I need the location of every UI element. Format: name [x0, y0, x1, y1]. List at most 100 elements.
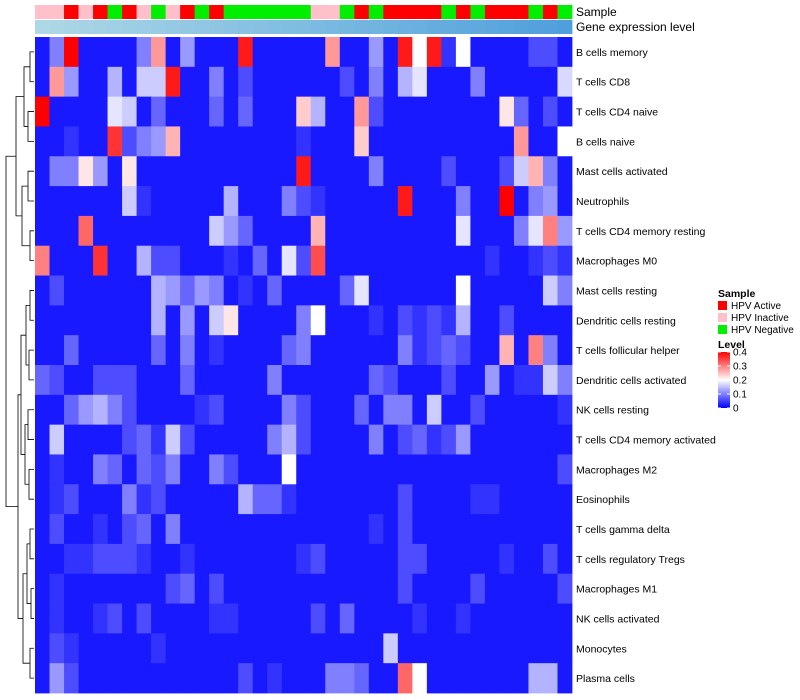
heatmap-cell [426, 305, 442, 336]
heatmap-cell [441, 66, 457, 98]
heatmap-cell [557, 335, 573, 366]
row-label: T cells CD8 [576, 77, 630, 89]
heatmap-cell [296, 335, 312, 366]
heatmap-cell [426, 663, 442, 694]
heatmap-cell [93, 484, 108, 515]
heatmap-cell [93, 663, 108, 694]
heatmap-cell [151, 633, 167, 664]
heatmap-cell [296, 365, 312, 396]
heatmap-cell [499, 156, 515, 187]
heatmap-cell [180, 484, 196, 515]
heatmap-cell [209, 66, 225, 98]
heatmap-cell [136, 543, 152, 575]
heatmap-cell [180, 543, 196, 575]
heatmap-cell [528, 37, 544, 68]
level-colorbar-legend: Level 0 0.1 0.2 0.3 0.4 [718, 339, 747, 415]
heatmap-cell [281, 424, 297, 455]
heatmap-cell [310, 365, 326, 396]
heatmap-cell [209, 514, 225, 545]
heatmap-cell [339, 633, 355, 664]
heatmap-cell [455, 37, 471, 68]
heatmap-cell [223, 394, 239, 426]
heatmap-cell [35, 514, 50, 545]
heatmap-cell [325, 305, 341, 336]
heatmap-cell [513, 424, 529, 455]
heatmap-cell [107, 96, 123, 127]
heatmap-cell [397, 424, 413, 455]
heatmap-cell [165, 305, 181, 336]
heatmap-cell [383, 156, 399, 187]
heatmap-cell [325, 96, 341, 127]
heatmap-cell [238, 126, 254, 157]
heatmap-cell [64, 663, 79, 694]
heatmap-cell [470, 305, 486, 336]
heatmap-cell [136, 126, 152, 157]
heatmap-cell [325, 275, 341, 306]
legend-swatch-hpv-active [718, 301, 727, 310]
heatmap-cell [528, 186, 544, 217]
gene-expression-annotation-cell [281, 20, 297, 34]
heatmap-cell [78, 215, 94, 247]
heatmap-cell [325, 66, 341, 98]
sample-annotation-cell [354, 5, 370, 19]
sample-annotation-cell [49, 5, 65, 19]
heatmap-cell [165, 603, 181, 634]
heatmap-cell [368, 633, 384, 664]
heatmap-cell [397, 275, 413, 306]
row-label: Dendritic cells activated [576, 375, 686, 387]
heatmap-cell [412, 573, 428, 604]
heatmap-cell [441, 543, 457, 575]
heatmap-cell [368, 454, 384, 485]
heatmap-cell [165, 37, 181, 68]
heatmap-cell [542, 633, 558, 664]
heatmap-cell [223, 603, 239, 634]
heatmap-cell [136, 37, 152, 68]
heatmap-cell [368, 245, 384, 276]
heatmap-cell [339, 484, 355, 515]
heatmap-cell [93, 394, 108, 426]
heatmap-cell [542, 335, 558, 366]
gene-expression-annotation-cell [383, 20, 399, 34]
sample-annotation-cell [368, 5, 384, 19]
heatmap-cell [296, 186, 312, 217]
heatmap-cell [339, 215, 355, 247]
heatmap-cell [267, 96, 283, 127]
heatmap-cell [325, 603, 341, 634]
sample-annotation-cell [484, 5, 500, 19]
heatmap-cell [107, 365, 123, 396]
row-label: Plasma cells [576, 673, 635, 685]
heatmap-cell [194, 275, 210, 306]
heatmap-cell [78, 543, 94, 575]
gene-expression-annotation-cell [238, 20, 254, 34]
heatmap-cell [339, 573, 355, 604]
heatmap-cell [252, 543, 268, 575]
heatmap-cell [470, 245, 486, 276]
heatmap-cell [165, 126, 181, 157]
heatmap-cell [412, 484, 428, 515]
heatmap-cell [542, 484, 558, 515]
heatmap-cell [64, 126, 79, 157]
heatmap-cell [194, 543, 210, 575]
heatmap-cell [281, 37, 297, 68]
heatmap-cell [209, 215, 225, 247]
heatmap-cell [310, 96, 326, 127]
heatmap-cell [136, 215, 152, 247]
heatmap-cell [383, 96, 399, 127]
heatmap-cell [470, 484, 486, 515]
heatmap-cell [122, 424, 137, 455]
heatmap-cell [223, 126, 239, 157]
heatmap-cell [194, 514, 210, 545]
heatmap-cell [223, 335, 239, 366]
heatmap-cell [354, 156, 370, 187]
heatmap-cell [93, 514, 108, 545]
heatmap-cell [223, 305, 239, 336]
heatmap-cell [107, 275, 123, 306]
heatmap-cell [223, 365, 239, 396]
heatmap-cell [122, 663, 137, 694]
heatmap-cell [441, 245, 457, 276]
heatmap-cell [122, 454, 137, 485]
heatmap-cell [499, 305, 515, 336]
heatmap-cell [513, 663, 529, 694]
heatmap-cell [267, 514, 283, 545]
heatmap-cell [252, 424, 268, 455]
